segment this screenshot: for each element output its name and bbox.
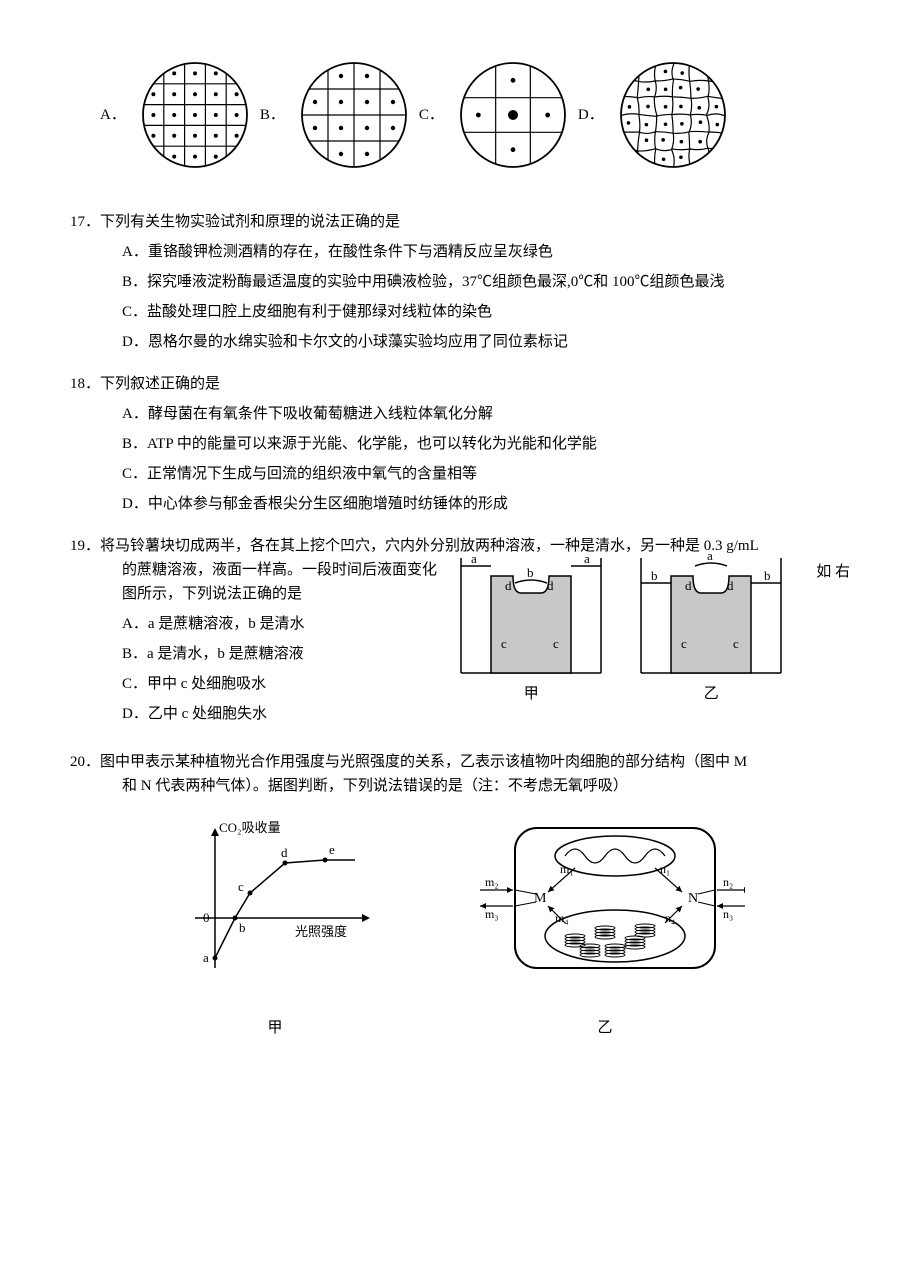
question-17: 17．下列有关生物实验试剂和原理的说法正确的是 A．重铬酸钾检测酒精的存在，在酸… bbox=[70, 210, 850, 354]
q17-stem: 17．下列有关生物实验试剂和原理的说法正确的是 bbox=[70, 210, 850, 234]
svg-text:n₃: n₃ bbox=[723, 907, 733, 921]
svg-text:d: d bbox=[685, 578, 692, 593]
svg-text:c: c bbox=[681, 636, 687, 651]
svg-text:a: a bbox=[471, 551, 477, 566]
q16-diagram-a bbox=[140, 60, 250, 170]
svg-text:a: a bbox=[203, 950, 209, 965]
svg-text:0: 0 bbox=[203, 910, 210, 925]
q19-caption-jia: 甲 bbox=[456, 682, 606, 706]
svg-text:d: d bbox=[505, 578, 512, 593]
q16-diagram-c bbox=[458, 60, 568, 170]
svg-text:N: N bbox=[688, 891, 698, 906]
q20-figure-jia: CO₂吸收量光照强度 0 a b c d e bbox=[175, 818, 375, 978]
q19-option-b: B．a 是清水，b 是蔗糖溶液 bbox=[122, 642, 446, 666]
svg-text:m₄: m₄ bbox=[555, 911, 569, 925]
svg-text:c: c bbox=[238, 879, 244, 894]
svg-text:c: c bbox=[553, 636, 559, 651]
svg-text:CO₂吸收量: CO₂吸收量 bbox=[219, 820, 281, 835]
question-20: 20．图中甲表示某种植物光合作用强度与光照强度的关系，乙表示该植物叶肉细胞的部分… bbox=[70, 750, 850, 1040]
q16-option-row: A． B． C． D． bbox=[100, 60, 850, 170]
svg-text:光照强度: 光照强度 bbox=[295, 924, 347, 939]
q16-label-c: C． bbox=[419, 103, 444, 127]
q17-option-a: A．重铬酸钾检测酒精的存在，在酸性条件下与酒精反应呈灰绿色 bbox=[122, 240, 850, 264]
svg-text:n₄: n₄ bbox=[665, 911, 675, 925]
q17-option-b: B．探究唾液淀粉酶最适温度的实验中用碘液检验，37℃组颜色最深,0℃和 100℃… bbox=[122, 270, 850, 294]
svg-text:n₂: n₂ bbox=[723, 875, 733, 889]
svg-text:m₂: m₂ bbox=[485, 875, 499, 889]
svg-text:M: M bbox=[534, 891, 547, 906]
svg-text:d: d bbox=[281, 845, 288, 860]
q20-caption-jia: 甲 bbox=[175, 1016, 375, 1040]
q16-label-d: D． bbox=[578, 103, 604, 127]
svg-text:b: b bbox=[651, 568, 658, 583]
q19-stem-line2-right: 如 右 bbox=[816, 564, 850, 580]
svg-text:c: c bbox=[501, 636, 507, 651]
svg-text:b: b bbox=[239, 920, 246, 935]
svg-text:m₃: m₃ bbox=[485, 907, 499, 921]
q16-label-b: B． bbox=[260, 103, 285, 127]
q20-stem-line2: 和 N 代表两种气体）。据图判断，下列说法错误的是（注：不考虑无氧呼吸） bbox=[122, 774, 850, 798]
q19-stem-line3: 图所示，下列说法正确的是 bbox=[122, 582, 446, 606]
svg-text:a: a bbox=[707, 548, 713, 563]
svg-text:d: d bbox=[547, 578, 554, 593]
q16-diagram-d bbox=[618, 60, 728, 170]
q20-stem-line1: 20．图中甲表示某种植物光合作用强度与光照强度的关系，乙表示该植物叶肉细胞的部分… bbox=[70, 750, 850, 774]
q18-stem: 18．下列叙述正确的是 bbox=[70, 372, 850, 396]
q19-option-a: A．a 是蔗糖溶液，b 是清水 bbox=[122, 612, 446, 636]
q20-figure-yi: M Nm₁ n₁ m₄ n₄ m₂ m₃ n₂ n₃ bbox=[465, 818, 745, 978]
q19-option-d: D．乙中 c 处细胞失水 bbox=[122, 702, 446, 726]
q18-option-d: D．中心体参与郁金香根尖分生区细胞增殖时纺锤体的形成 bbox=[122, 492, 850, 516]
q18-option-b: B．ATP 中的能量可以来源于光能、化学能，也可以转化为光能和化学能 bbox=[122, 432, 850, 456]
svg-text:b: b bbox=[764, 568, 771, 583]
svg-text:n₁: n₁ bbox=[660, 862, 670, 876]
q18-option-c: C．正常情况下生成与回流的组织液中氧气的含量相等 bbox=[122, 462, 850, 486]
svg-text:d: d bbox=[727, 578, 734, 593]
q19-figure-jia: a a bd d c c bbox=[456, 548, 606, 678]
q19-figure-yi: b b ad d c c bbox=[636, 548, 786, 678]
q20-caption-yi: 乙 bbox=[465, 1016, 745, 1040]
svg-text:a: a bbox=[584, 551, 590, 566]
q16-diagram-b bbox=[299, 60, 409, 170]
svg-text:m₁: m₁ bbox=[560, 862, 574, 876]
question-19: 19．将马铃薯块切成两半，各在其上挖个凹穴，穴内外分别放两种溶液，一种是清水，另… bbox=[70, 534, 850, 732]
q19-option-c: C．甲中 c 处细胞吸水 bbox=[122, 672, 446, 696]
svg-text:e: e bbox=[329, 842, 335, 857]
q17-option-d: D．恩格尔曼的水绵实验和卡尔文的小球藻实验均应用了同位素标记 bbox=[122, 330, 850, 354]
q17-option-c: C．盐酸处理口腔上皮细胞有利于健那绿对线粒体的染色 bbox=[122, 300, 850, 324]
q16-label-a: A． bbox=[100, 103, 126, 127]
q19-stem-line2-left: 的蔗糖溶液，液面一样高。一段时间后液面变化 bbox=[122, 558, 446, 582]
q18-option-a: A．酵母菌在有氧条件下吸收葡萄糖进入线粒体氧化分解 bbox=[122, 402, 850, 426]
q19-caption-yi: 乙 bbox=[636, 682, 786, 706]
svg-text:b: b bbox=[527, 565, 534, 580]
svg-text:c: c bbox=[733, 636, 739, 651]
question-18: 18．下列叙述正确的是 A．酵母菌在有氧条件下吸收葡萄糖进入线粒体氧化分解 B．… bbox=[70, 372, 850, 516]
